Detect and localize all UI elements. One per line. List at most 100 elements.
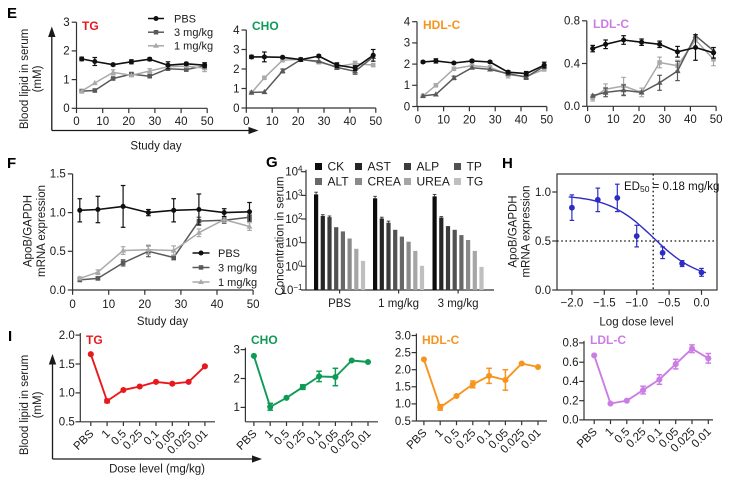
svg-text:H: H	[502, 155, 513, 172]
svg-text:TP: TP	[467, 160, 482, 174]
svg-text:3: 3	[404, 38, 410, 50]
svg-text:40: 40	[344, 116, 357, 128]
svg-text:0.5: 0.5	[59, 417, 75, 429]
svg-text:0.0: 0.0	[50, 285, 66, 297]
svg-text:0.0: 0.0	[563, 415, 579, 427]
svg-text:0: 0	[63, 103, 69, 115]
svg-text:TG: TG	[467, 175, 484, 189]
svg-text:2: 2	[233, 64, 239, 76]
svg-text:HDL-C: HDL-C	[422, 333, 460, 347]
svg-text:ALP: ALP	[417, 160, 440, 174]
svg-text:1: 1	[233, 402, 239, 414]
svg-text:2: 2	[63, 46, 69, 58]
svg-text:20: 20	[292, 116, 305, 128]
svg-text:30: 30	[658, 114, 671, 126]
svg-text:20: 20	[463, 114, 476, 126]
svg-text:40: 40	[175, 116, 188, 128]
svg-text:CHO: CHO	[252, 19, 279, 33]
svg-text:103: 103	[285, 188, 303, 202]
svg-text:0.2: 0.2	[563, 396, 579, 408]
svg-text:1 mg/kg: 1 mg/kg	[378, 298, 419, 310]
svg-text:20: 20	[138, 299, 151, 311]
svg-text:ApoB/GAPDH: ApoB/GAPDH	[23, 195, 35, 267]
svg-text:Study day: Study day	[137, 316, 188, 328]
svg-text:2: 2	[404, 59, 410, 71]
svg-text:1.5: 1.5	[395, 382, 411, 394]
svg-text:0.01: 0.01	[186, 428, 210, 452]
svg-text:3.0: 3.0	[395, 330, 411, 342]
svg-text:I: I	[8, 328, 12, 345]
svg-text:10: 10	[102, 299, 115, 311]
svg-text:0.4: 0.4	[564, 58, 581, 70]
svg-text:0.01: 0.01	[519, 427, 543, 451]
svg-text:1.0: 1.0	[395, 399, 411, 411]
svg-text:30: 30	[489, 114, 502, 126]
svg-text:Concentration in serum: Concentration in serum	[275, 177, 287, 296]
svg-text:104: 104	[285, 165, 303, 179]
svg-text:40: 40	[211, 299, 224, 311]
svg-text:50: 50	[710, 114, 723, 126]
svg-text:2.0: 2.0	[59, 330, 75, 342]
svg-text:30: 30	[318, 116, 331, 128]
svg-text:0.5: 0.5	[395, 416, 411, 428]
svg-text:mRNA expression: mRNA expression	[521, 185, 533, 277]
svg-text:0.5: 0.5	[50, 246, 66, 258]
svg-text:0.6: 0.6	[563, 357, 579, 369]
svg-text:0: 0	[233, 103, 239, 115]
svg-text:0.5: 0.5	[535, 236, 551, 248]
svg-text:PBS: PBS	[72, 428, 97, 453]
svg-text:ED50 = 0.18 mg/kg: ED50 = 0.18 mg/kg	[624, 181, 719, 194]
svg-text:ALT: ALT	[328, 175, 350, 189]
svg-text:LDL-C: LDL-C	[593, 17, 629, 31]
svg-text:0: 0	[415, 114, 421, 126]
svg-text:4: 4	[404, 17, 411, 29]
svg-text:−1.0: −1.0	[625, 298, 648, 310]
svg-text:Blood lipid in serum: Blood lipid in serum	[19, 29, 31, 129]
svg-text:CK: CK	[328, 160, 345, 174]
svg-text:1.0: 1.0	[50, 207, 66, 219]
svg-text:10: 10	[96, 116, 109, 128]
svg-text:1: 1	[63, 74, 69, 86]
svg-text:(mM): (mM)	[32, 391, 44, 418]
svg-text:30: 30	[149, 116, 162, 128]
svg-text:1: 1	[404, 80, 410, 92]
svg-text:TG: TG	[82, 19, 99, 33]
svg-text:0: 0	[69, 299, 75, 311]
svg-text:−0.5: −0.5	[658, 298, 681, 310]
svg-text:ApoB/GAPDH: ApoB/GAPDH	[508, 195, 520, 267]
svg-text:10: 10	[266, 116, 279, 128]
svg-text:Study day: Study day	[130, 141, 181, 153]
svg-text:UREA: UREA	[417, 175, 450, 189]
svg-text:20: 20	[633, 114, 646, 126]
svg-text:0.8: 0.8	[564, 16, 580, 28]
svg-text:101: 101	[285, 236, 303, 250]
svg-text:PBS: PBS	[235, 428, 260, 453]
svg-text:1.5: 1.5	[59, 359, 75, 371]
svg-text:0.8: 0.8	[563, 338, 579, 350]
svg-text:PBS: PBS	[328, 298, 351, 310]
svg-text:1.0: 1.0	[59, 388, 75, 400]
svg-text:3 mg/kg: 3 mg/kg	[218, 262, 257, 274]
svg-text:3: 3	[233, 344, 239, 356]
svg-text:1.5: 1.5	[50, 169, 66, 181]
svg-text:1: 1	[233, 83, 239, 95]
svg-text:10: 10	[607, 114, 620, 126]
svg-text:0.4: 0.4	[563, 376, 580, 388]
svg-text:0: 0	[243, 116, 249, 128]
svg-text:0.01: 0.01	[690, 426, 714, 450]
svg-text:0: 0	[73, 116, 79, 128]
svg-text:3 mg/kg: 3 mg/kg	[174, 27, 213, 39]
svg-text:HDL-C: HDL-C	[423, 18, 461, 32]
svg-text:40: 40	[515, 114, 528, 126]
svg-text:3 mg/kg: 3 mg/kg	[438, 298, 479, 310]
svg-text:100: 100	[285, 259, 303, 273]
svg-text:0.01: 0.01	[349, 428, 373, 452]
svg-text:10: 10	[437, 114, 450, 126]
svg-text:0: 0	[584, 114, 590, 126]
svg-text:−2.0: −2.0	[561, 298, 584, 310]
svg-text:PBS: PBS	[218, 248, 240, 260]
svg-text:0.0: 0.0	[535, 285, 551, 297]
svg-text:2.0: 2.0	[395, 365, 411, 377]
svg-text:0: 0	[404, 101, 410, 113]
svg-text:TG: TG	[86, 333, 103, 347]
